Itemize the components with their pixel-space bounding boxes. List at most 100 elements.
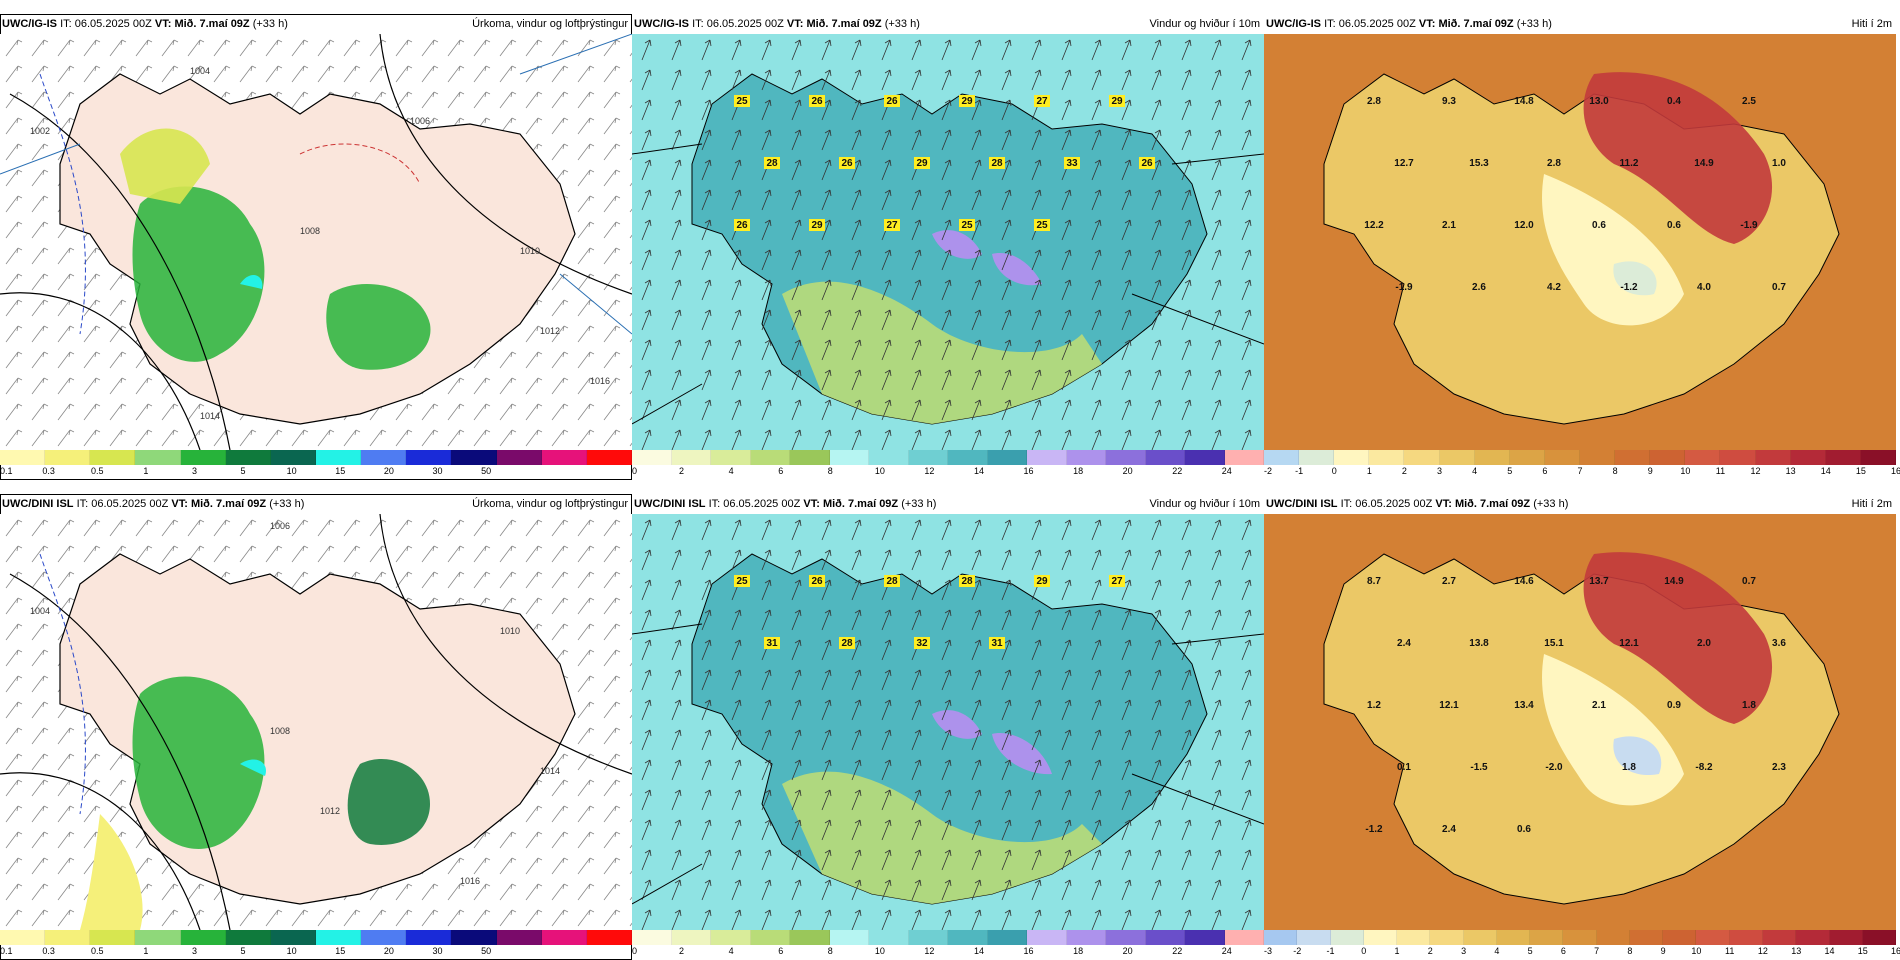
colorbar-tick: 30: [432, 466, 443, 476]
colorbar-cell: [1264, 930, 1298, 945]
colorbar-cell: [632, 450, 672, 465]
colorbar-tick: 4: [728, 946, 734, 956]
colorbar-tick: 3: [1461, 946, 1467, 956]
gust-marker: [914, 157, 930, 169]
colorbar-cell: [451, 930, 497, 945]
isobar-label: 1006: [410, 116, 430, 126]
precip-panel-dini: UWC/DINI ISL IT: 06.05.2025 00Z VT: Mið.…: [0, 494, 632, 960]
colorbar-tick: 0.1: [0, 946, 13, 956]
colorbar-cell: [1650, 450, 1686, 465]
colorbar-cell: [90, 930, 136, 945]
colorbar-tick: 0.3: [42, 466, 55, 476]
temperature-value: 2.5: [1742, 96, 1756, 107]
temperature-value: 1.8: [1742, 700, 1756, 711]
colorbar-cell: [361, 450, 407, 465]
colorbar-cell: [1579, 450, 1616, 465]
gust-value: 26: [886, 96, 898, 107]
it-label: IT:: [76, 498, 89, 510]
model-name: UWC/DINI ISL: [634, 498, 706, 510]
it-label: IT:: [1340, 498, 1353, 510]
panel-title: Hiti í 2m: [1851, 18, 1892, 30]
colorbar-tick: 15: [335, 466, 346, 476]
colorbar-tick: 3: [191, 946, 197, 956]
isobar-label: 1014: [540, 766, 560, 776]
colorbar-cell: [1790, 450, 1826, 465]
temperature-value: 2.4: [1442, 824, 1456, 835]
colorbar-tick: 0: [1331, 466, 1337, 476]
colorbar-cell: [1509, 450, 1545, 465]
colorbar-cell: [1430, 930, 1464, 945]
temperature-value: 13.4: [1514, 700, 1534, 711]
temperature-value: 2.0: [1697, 638, 1711, 649]
colorbar-cell: [1629, 930, 1664, 945]
colorbar-cell: [1729, 930, 1763, 945]
temperature-value: 0.6: [1517, 824, 1531, 835]
wind-map[interactable]: 25 26 26 29 27 29 28 26 29 28 33 26 26 29 27 25 25: [632, 34, 1264, 450]
colorbar-cell: [671, 450, 711, 465]
colorbar-tick: -1: [1295, 466, 1304, 476]
temperature-value: 2.4: [1397, 638, 1411, 649]
wind-map[interactable]: 25 26 28 28 29 27 31 28 32 31: [632, 514, 1264, 930]
temperature-value: 0.6: [1592, 220, 1606, 231]
temperature-value: 2.3: [1772, 762, 1786, 773]
colorbar-cell: [135, 450, 181, 465]
colorbar-tick: 5: [240, 466, 246, 476]
colorbar-cell: [586, 930, 632, 945]
wind-colorbar: 0 2 4 6 8 10 12 14 16 18 20 22 24: [632, 930, 1264, 960]
temperature-value: 2.6: [1472, 282, 1486, 293]
colorbar-cell: [1145, 450, 1185, 465]
colorbar-tick: 10: [874, 946, 885, 956]
isobar-label: 1014: [200, 411, 220, 421]
temperature-value: -1.9: [1395, 282, 1413, 293]
colorbar-cell: [908, 450, 948, 465]
colorbar-tick: 22: [1172, 946, 1183, 956]
colorbar-cell: [1663, 930, 1697, 945]
model-name: UWC/IG-IS: [2, 18, 57, 30]
gust-marker: [809, 95, 825, 107]
temp-map[interactable]: 2.8 9.3 14.8 13.0 0.4 2.5 12.7 15.3 2.8 11.2 14.9 1…: [1264, 34, 1896, 450]
colorbar-tick: 11: [1715, 466, 1726, 476]
colorbar-cell: [315, 450, 362, 465]
colorbar-tick: 12: [1757, 946, 1768, 956]
gust-marker: [959, 219, 975, 231]
colorbar-cell: [90, 450, 136, 465]
colorbar-tick: 6: [1560, 946, 1566, 956]
gust-value: 25: [736, 576, 748, 587]
temperature-value: 11.2: [1620, 158, 1639, 169]
lead-time: (+33 h): [252, 18, 288, 30]
colorbar-tick: 15: [1855, 466, 1866, 476]
colorbar-cell: [180, 930, 226, 945]
colorbar-cell: [1185, 450, 1225, 465]
gust-marker: [884, 95, 900, 107]
colorbar-cell: [586, 450, 632, 465]
colorbar-cell: [1563, 930, 1597, 945]
gust-value: 28: [766, 158, 778, 169]
temperature-value: -2.0: [1545, 762, 1563, 773]
colorbar-tick: 3: [191, 466, 197, 476]
colorbar-cell: [135, 930, 181, 945]
precip-map[interactable]: 1002 1004 1006 1008 1010 1012 1014 1016: [0, 34, 632, 450]
colorbar-tick: 2: [679, 946, 685, 956]
colorbar-cell: [496, 450, 542, 465]
colorbar-tick: 16: [1023, 946, 1034, 956]
colorbar-tick: 1: [1394, 946, 1400, 956]
colorbar-cell: [406, 450, 452, 465]
isobar-label: 1004: [30, 606, 50, 616]
colorbar-tick: 2: [1427, 946, 1433, 956]
colorbar-cell: [869, 450, 909, 465]
colorbar-tick: 22: [1172, 466, 1183, 476]
gust-value: 27: [1111, 576, 1123, 587]
temperature-value: 2.1: [1442, 220, 1456, 231]
temp-map-svg: 2.8 9.3 14.8 13.0 0.4 2.5 12.7 15.3 2.8 11.2 14.9 1…: [1264, 34, 1896, 450]
colorbar-cell: [1544, 450, 1580, 465]
precip-map[interactable]: 1004 1006 1008 1010 1012 1014 1016: [0, 514, 632, 930]
temp-map[interactable]: 8.7 2.7 14.6 13.7 14.9 0.7 2.4 13.8 15.1 12.1 2.0 3…: [1264, 514, 1896, 930]
colorbar-cell: [829, 450, 869, 465]
init-time: 06.05.2025 00Z: [91, 498, 169, 510]
it-label: IT:: [708, 498, 721, 510]
colorbar-cell: [1224, 930, 1264, 945]
colorbar-cell: [0, 930, 46, 945]
colorbar-cell: [1027, 450, 1067, 465]
panel-title: Vindur og hviður í 10m: [1149, 18, 1260, 30]
gust-marker: [839, 637, 855, 649]
